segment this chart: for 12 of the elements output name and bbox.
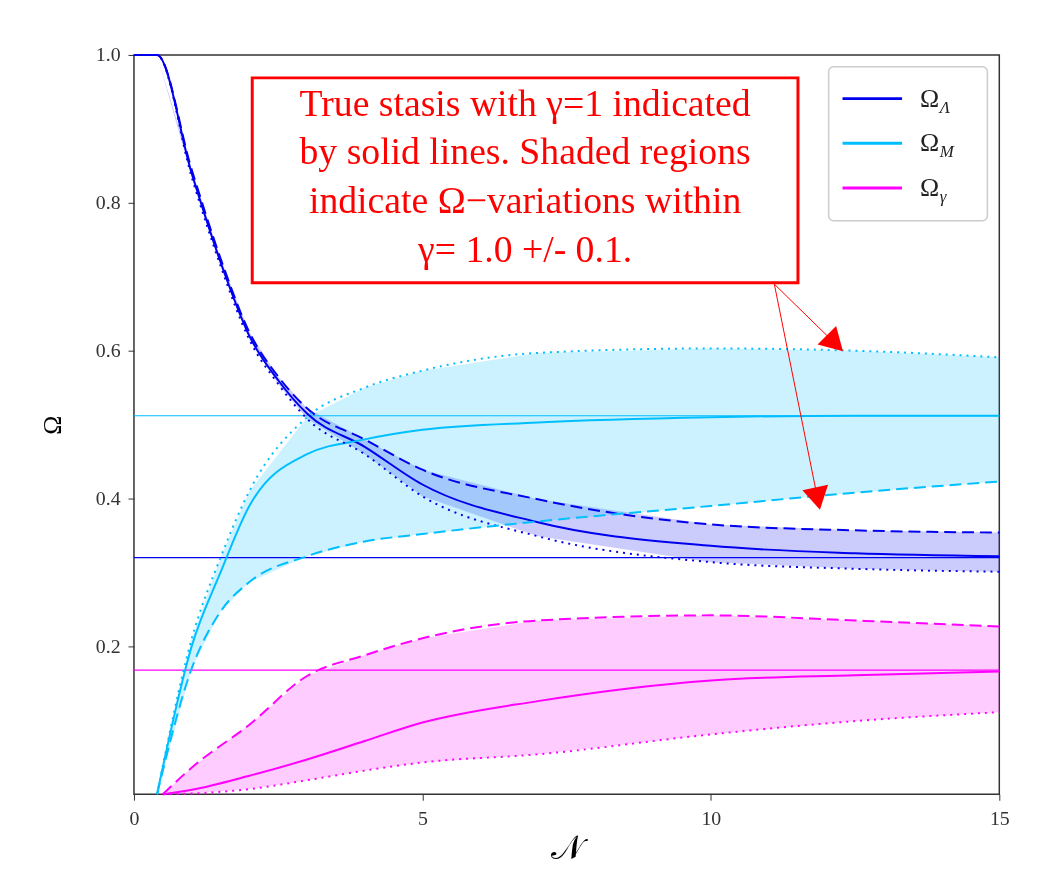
x-tick-label: 10	[701, 806, 722, 829]
y-tick-label: 0.4	[95, 487, 121, 509]
annotation: True stasis with γ=1 indicated by solid lines. Shaded regions indicate Ω−variations within γ= 1.0 +/- 0.1.	[299, 81, 751, 270]
y-tick-label: 0.2	[95, 634, 121, 657]
x-tick-label: 0	[129, 806, 140, 829]
y-tick-label: 0.8	[95, 191, 121, 214]
y-tick-label: 1.0	[95, 43, 121, 66]
y-axis-title: Ω	[38, 415, 68, 435]
x-tick-label: 15	[989, 806, 1010, 829]
x-tick-label: 5	[417, 806, 428, 829]
y-tick-label: 0.6	[95, 339, 121, 362]
x-axis-title: 𝒩	[550, 829, 588, 867]
